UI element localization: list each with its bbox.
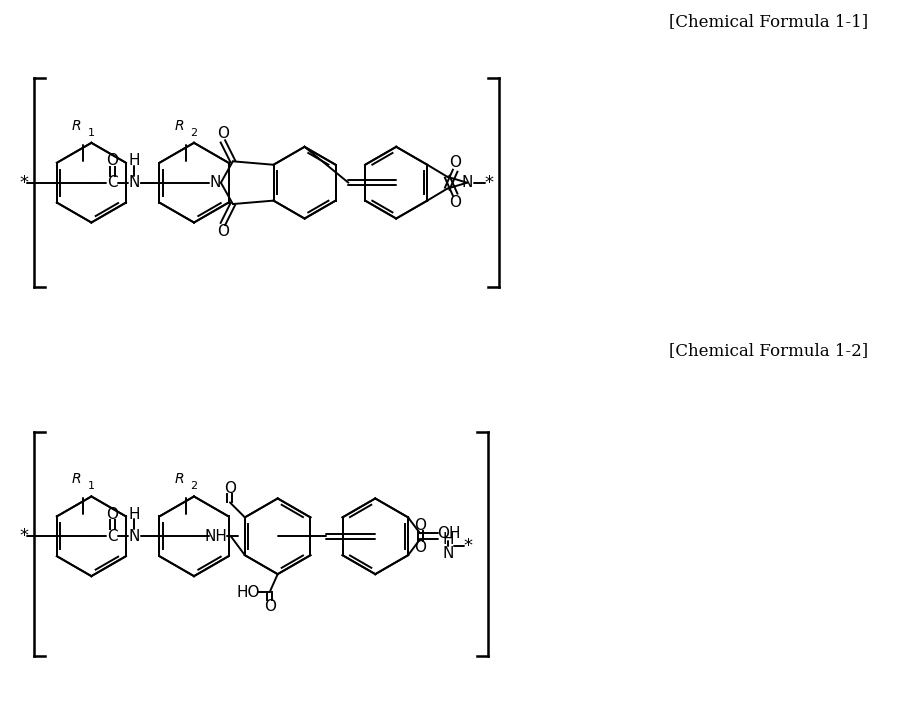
Text: N: N xyxy=(442,545,454,561)
Text: HO: HO xyxy=(236,585,260,600)
Text: C: C xyxy=(107,529,118,544)
Text: O: O xyxy=(450,155,461,170)
Text: *: * xyxy=(19,528,28,545)
Text: H: H xyxy=(129,153,140,168)
Text: 1: 1 xyxy=(87,128,94,138)
Text: O: O xyxy=(217,126,229,141)
Text: N: N xyxy=(129,529,140,544)
Text: N: N xyxy=(461,175,473,190)
Text: 1: 1 xyxy=(87,481,94,491)
Text: N: N xyxy=(129,175,140,190)
Text: 2: 2 xyxy=(190,481,197,491)
Text: *: * xyxy=(463,538,472,555)
Text: O: O xyxy=(450,195,461,210)
Text: *: * xyxy=(485,174,494,192)
Text: O: O xyxy=(217,224,229,239)
Text: O: O xyxy=(106,507,119,522)
Text: NH: NH xyxy=(204,529,227,544)
Text: *: * xyxy=(19,174,28,192)
Text: R: R xyxy=(72,119,82,133)
Text: [Chemical Formula 1-2]: [Chemical Formula 1-2] xyxy=(669,342,868,359)
Text: N: N xyxy=(209,175,220,190)
Text: H: H xyxy=(129,507,140,522)
Text: R: R xyxy=(72,473,82,486)
Text: O: O xyxy=(263,599,276,614)
Text: O: O xyxy=(106,153,119,168)
Text: O: O xyxy=(414,518,426,533)
Text: R: R xyxy=(174,119,184,133)
Text: C: C xyxy=(107,175,118,190)
Text: R: R xyxy=(174,473,184,486)
Text: [Chemical Formula 1-1]: [Chemical Formula 1-1] xyxy=(669,14,868,31)
Text: H: H xyxy=(442,532,454,547)
Text: OH: OH xyxy=(437,525,460,541)
Text: 2: 2 xyxy=(190,128,197,138)
Text: O: O xyxy=(414,540,426,555)
Text: O: O xyxy=(224,481,236,496)
